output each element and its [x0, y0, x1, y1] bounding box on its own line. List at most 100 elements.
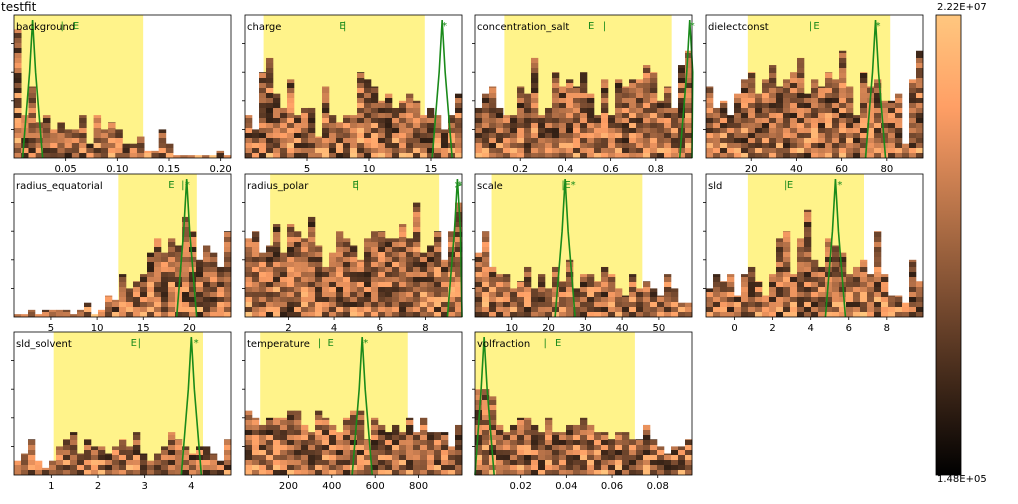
heat-cell [790, 118, 798, 123]
heat-cell [350, 123, 358, 128]
heat-cell [664, 307, 672, 312]
heat-cell [413, 212, 421, 217]
heat-cell [100, 138, 109, 143]
heat-cell [503, 470, 511, 475]
heat-cell [266, 297, 274, 302]
heat-cell [378, 153, 386, 158]
heat-cell [301, 450, 309, 455]
heat-cell [888, 123, 896, 128]
heat-cell [489, 420, 497, 425]
heat-cell [678, 470, 686, 475]
heat-cell [273, 435, 281, 440]
heat-cell [399, 445, 407, 450]
heat-cell [587, 302, 595, 307]
heat-cell [664, 88, 672, 93]
heat-cell [266, 425, 274, 430]
marker: | [784, 180, 787, 191]
heat-cell [664, 98, 672, 103]
heat-cell [14, 123, 22, 128]
heat-cell [105, 455, 113, 460]
heat-cell [322, 133, 330, 138]
heat-cell [895, 307, 903, 312]
heat-cell [664, 453, 672, 455]
heat-cell [741, 302, 749, 307]
heat-cell [399, 224, 407, 227]
heat-cell [329, 118, 337, 123]
heat-cell [203, 257, 211, 262]
heat-cell [28, 465, 36, 470]
heat-cell [112, 450, 120, 455]
heat-cell [161, 307, 169, 312]
heat-cell [762, 93, 770, 98]
heat-cell [357, 450, 365, 455]
heat-cell [115, 129, 123, 133]
heat-cell [420, 138, 428, 143]
heat-cell [28, 88, 36, 93]
heat-cell [769, 68, 777, 73]
heat-cell [266, 103, 274, 108]
heat-cell [825, 153, 833, 158]
heat-cell [839, 108, 847, 113]
heat-cell [762, 133, 770, 138]
heat-cell [503, 455, 511, 460]
heat-cell [371, 470, 379, 475]
heat-cell [874, 138, 882, 143]
heat-cell [783, 98, 791, 103]
heat-cell [413, 297, 421, 302]
heat-cell [818, 103, 826, 108]
heat-cell [182, 277, 190, 282]
heat-cell [566, 98, 574, 103]
heat-cell [713, 128, 721, 133]
heat-cell [636, 93, 644, 98]
heat-cell [441, 129, 449, 133]
x-tick-label: 10 [91, 323, 104, 334]
heat-cell [168, 450, 176, 455]
axes-frame [13, 14, 232, 159]
heat-cell [28, 153, 36, 158]
heat-cell [115, 153, 123, 158]
heat-cell [245, 312, 253, 317]
heat-cell [427, 262, 435, 267]
heat-cell [482, 242, 490, 247]
heat-cell [357, 455, 365, 460]
heat-cell [434, 262, 442, 267]
heat-cell [287, 247, 295, 252]
heat-cell [846, 123, 854, 128]
heat-cell [364, 88, 372, 93]
heat-cell [77, 470, 85, 475]
heat-cell [524, 108, 532, 113]
heat-cell [79, 128, 87, 133]
heat-cell [874, 297, 882, 302]
heat-cell [580, 465, 588, 470]
heat-cell [496, 470, 504, 475]
heat-cell [916, 281, 924, 282]
heat-cell [420, 272, 428, 277]
heat-cell [685, 455, 693, 460]
heat-cell [126, 302, 134, 307]
heat-cell [301, 445, 309, 450]
heat-cell [105, 297, 113, 302]
heat-cell [685, 465, 693, 470]
heat-cell [811, 133, 819, 138]
heat-cell [531, 128, 539, 133]
heat-cell [259, 153, 267, 158]
heat-cell [727, 307, 735, 312]
heat-cell [308, 450, 316, 455]
heat-cell [895, 93, 903, 98]
heat-cell [301, 252, 309, 257]
heat-cell [56, 450, 64, 455]
heat-cell [482, 108, 490, 113]
heat-cell [315, 420, 323, 425]
heat-cell [301, 302, 309, 307]
heat-cell [406, 425, 414, 430]
heat-cell [755, 123, 763, 128]
heat-cell [846, 88, 854, 93]
heat-cell [594, 118, 602, 123]
heat-cell [489, 113, 497, 118]
heat-cell [748, 148, 756, 153]
heat-cell [294, 148, 302, 153]
heat-cell [371, 237, 379, 242]
heat-cell [273, 103, 281, 108]
heat-cell [832, 123, 840, 128]
heat-cell [399, 465, 407, 470]
